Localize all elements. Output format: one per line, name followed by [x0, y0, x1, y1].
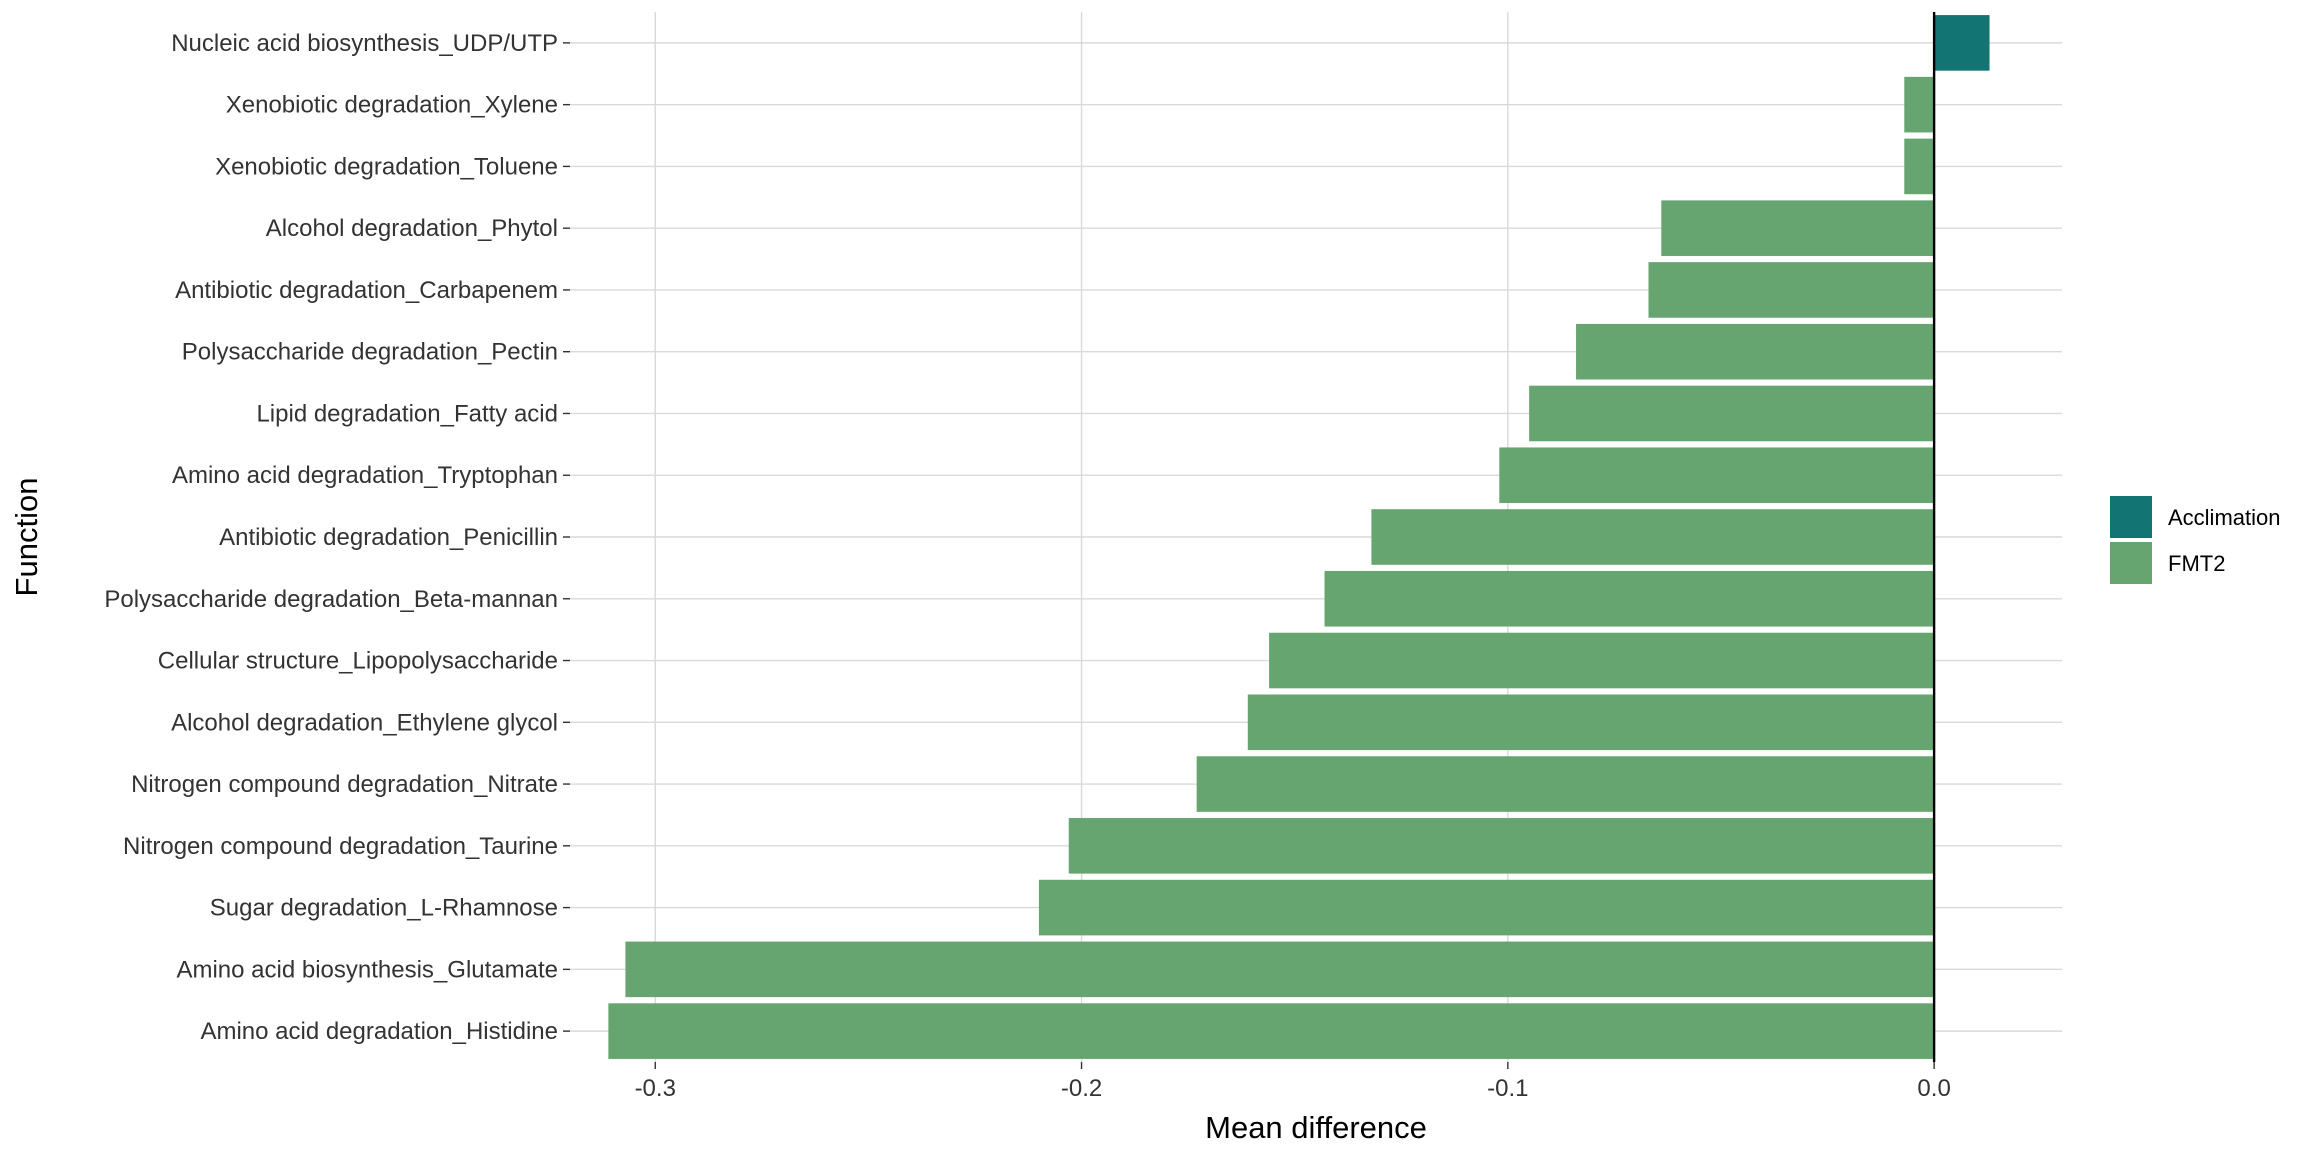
bar	[1196, 756, 1935, 812]
y-tick-label: Amino acid biosynthesis_Glutamate	[176, 956, 558, 983]
bar	[1529, 385, 1935, 442]
y-tick-label: Xenobiotic degradation_Toluene	[215, 153, 558, 180]
bar	[1247, 694, 1935, 751]
bar	[1499, 447, 1935, 504]
bar	[608, 1003, 1935, 1059]
y-tick-label: Nitrogen compound degradation_Taurine	[123, 833, 558, 860]
x-tick-label: -0.2	[1061, 1075, 1102, 1102]
bar	[625, 941, 1935, 998]
legend: Acclimation FMT2	[2110, 496, 2280, 584]
y-tick-label: Polysaccharide degradation_Pectin	[182, 339, 558, 366]
bar	[1269, 632, 1935, 689]
y-tick-label: Amino acid degradation_Histidine	[200, 1018, 558, 1045]
y-tick-label: Sugar degradation_L-Rhamnose	[210, 895, 558, 922]
legend-label: Acclimation	[2168, 505, 2280, 530]
y-tick-label: Antibiotic degradation_Penicillin	[219, 524, 558, 551]
x-tick-label: -0.1	[1487, 1075, 1528, 1102]
bar	[1904, 138, 1935, 195]
y-tick-label: Antibiotic degradation_Carbapenem	[175, 277, 558, 304]
legend-label: FMT2	[2168, 551, 2225, 576]
bar	[1576, 323, 1935, 380]
y-tick-label: Nucleic acid biosynthesis_UDP/UTP	[171, 30, 558, 57]
y-tick-label: Alcohol degradation_Ethylene glycol	[171, 709, 558, 736]
legend-swatch	[2110, 542, 2152, 584]
x-axis-title: Mean difference	[1205, 1110, 1427, 1145]
y-tick-label: Nitrogen compound degradation_Nitrate	[131, 771, 558, 798]
legend-swatch	[2110, 496, 2152, 538]
axes: -0.3 -0.2 -0.1 0.0 Nucleic acid biosynthesis…	[104, 12, 1951, 1102]
bar	[1648, 262, 1935, 318]
y-tick-label: Xenobiotic degradation_Xylene	[226, 92, 558, 119]
bar	[1068, 818, 1935, 874]
y-tick-label: Polysaccharide degradation_Beta-mannan	[104, 586, 558, 613]
bar	[1371, 509, 1935, 565]
y-tick-label: Cellular structure_Lipopolysaccharide	[158, 648, 558, 675]
x-tick-label: 0.0	[1917, 1075, 1950, 1102]
x-tick-label: -0.3	[635, 1075, 676, 1102]
y-tick-label: Lipid degradation_Fatty acid	[256, 400, 558, 427]
bar	[1934, 15, 1990, 71]
bar	[1661, 200, 1935, 256]
y-tick-label: Alcohol degradation_Phytol	[266, 215, 558, 242]
bar	[1038, 879, 1935, 936]
bar	[1324, 570, 1935, 627]
bars	[608, 15, 1990, 1059]
bar	[1904, 76, 1935, 133]
y-tick-label: Amino acid degradation_Tryptophan	[172, 462, 558, 489]
y-axis-title: Function	[9, 478, 44, 597]
